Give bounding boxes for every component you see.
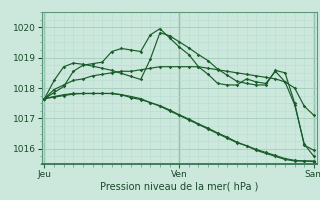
X-axis label: Pression niveau de la mer( hPa ): Pression niveau de la mer( hPa ) xyxy=(100,181,258,191)
